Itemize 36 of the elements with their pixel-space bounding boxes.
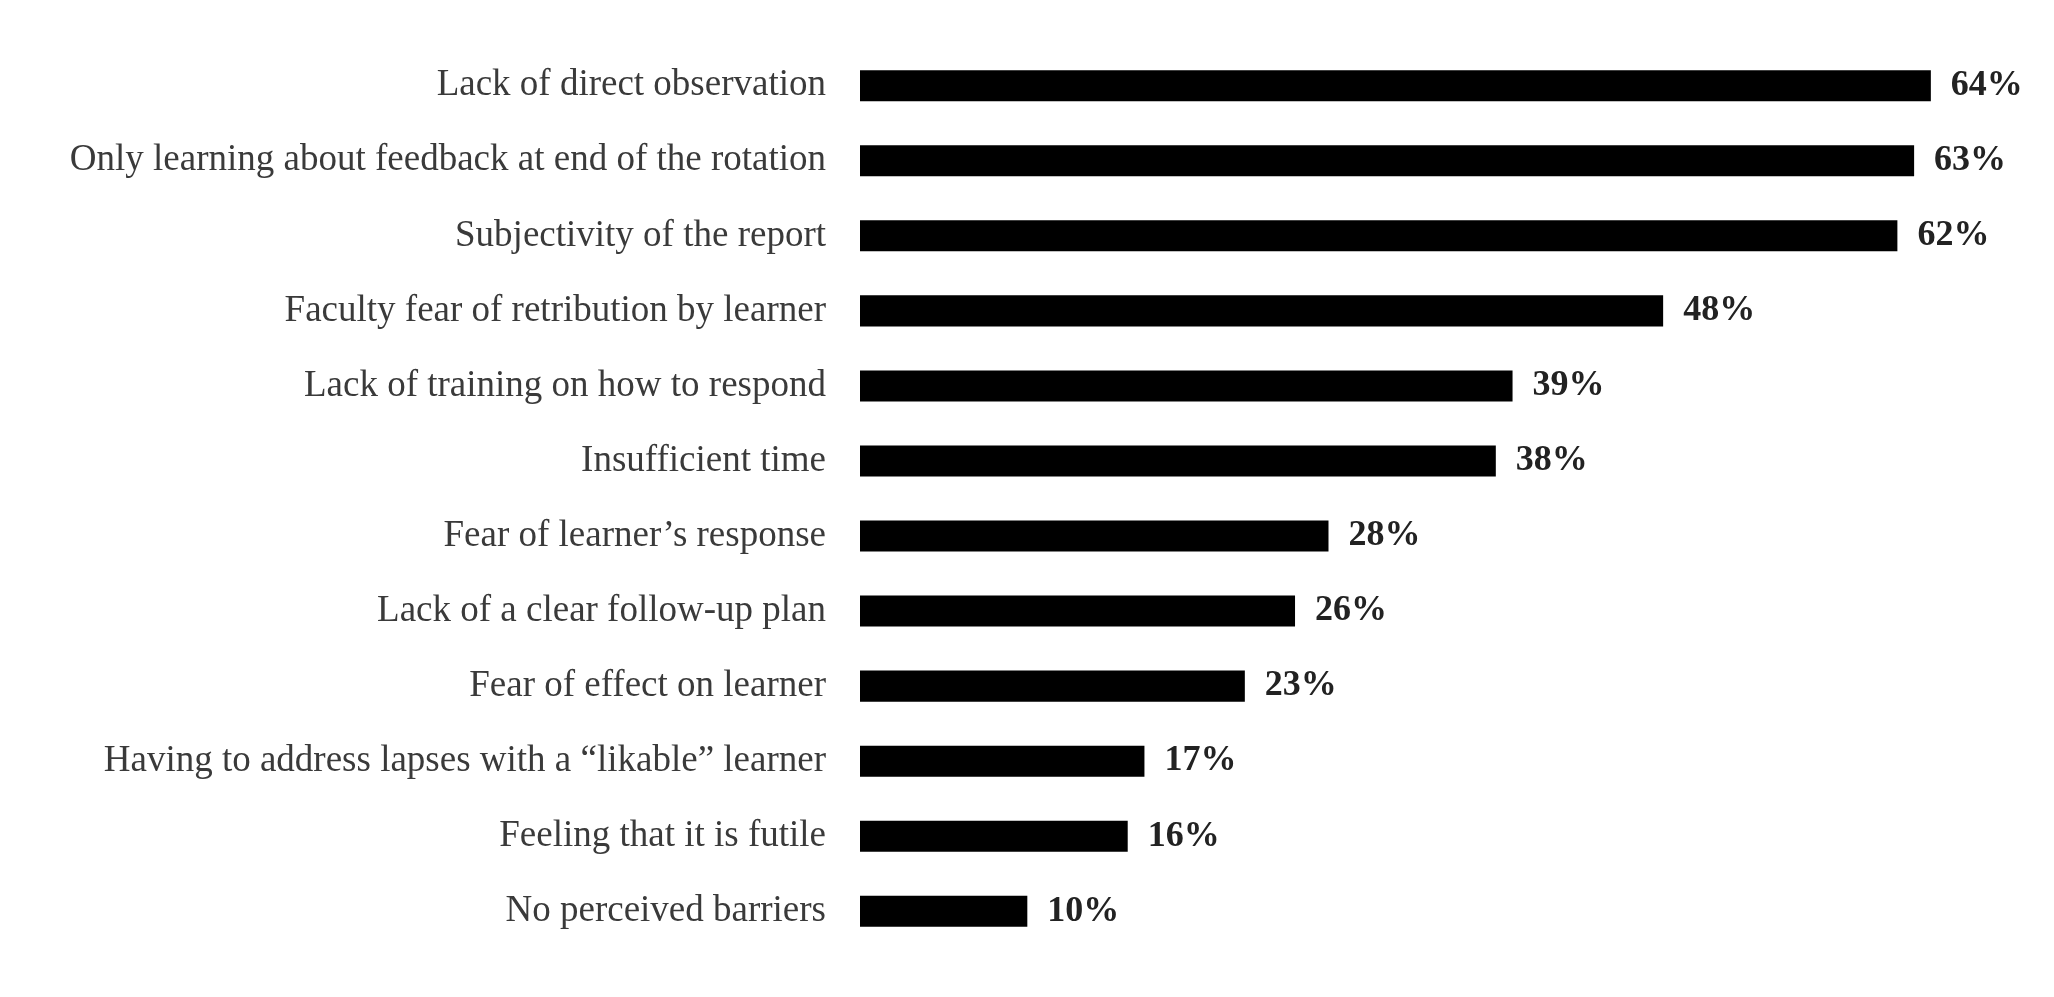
bar [860, 70, 1931, 102]
bar [860, 745, 1145, 777]
data-label: 26% [1315, 588, 1388, 629]
y-tick-label: Lack of a clear follow-up plan [377, 587, 826, 629]
data-label: 10% [1047, 888, 1120, 929]
data-label: 28% [1348, 513, 1421, 554]
data-label: 48% [1683, 288, 1756, 329]
data-label: 38% [1515, 438, 1588, 479]
y-tick-label: Faculty fear of retribution by learner [284, 287, 826, 329]
bar [860, 670, 1245, 702]
y-tick-label: Insufficient time [581, 437, 826, 479]
y-tick-label: Having to address lapses with a “likable” learner [103, 737, 826, 779]
data-label: 64% [1950, 63, 2023, 104]
bar [860, 220, 1898, 252]
data-label: 16% [1147, 813, 1220, 854]
bar [860, 445, 1496, 477]
data-label: 39% [1532, 363, 1605, 404]
bar [860, 295, 1664, 327]
data-label: 23% [1264, 663, 1337, 704]
y-tick-label: Only learning about feedback at end of the rotation [69, 137, 826, 179]
y-tick-label: Fear of learner’s response [443, 512, 826, 554]
bar [860, 895, 1028, 927]
bar [860, 520, 1329, 552]
bar [860, 595, 1296, 627]
y-tick-label: Feeling that it is futile [499, 812, 826, 854]
data-label: 17% [1164, 738, 1237, 779]
y-tick-label: Lack of direct observation [436, 62, 826, 104]
y-tick-label: No perceived barriers [505, 887, 826, 929]
data-label: 63% [1934, 138, 2007, 179]
y-tick-label: Fear of effect on learner [469, 662, 826, 704]
bar [860, 145, 1915, 177]
bar [860, 370, 1513, 402]
y-tick-label: Subjectivity of the report [455, 212, 827, 254]
data-label: 62% [1917, 213, 1990, 254]
y-tick-label: Lack of training on how to respond [304, 362, 827, 404]
bar [860, 820, 1128, 852]
